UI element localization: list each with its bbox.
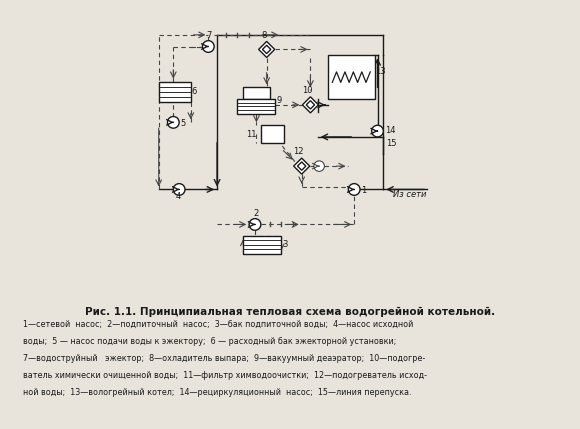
Bar [244,88,270,99]
Bar [159,82,191,102]
Text: ной воды;  13—вологрейный котел;  14—рециркуляционный  насос;  15—линия перепуск: ной воды; 13—вологрейный котел; 14—рецир… [23,388,412,397]
Text: 8: 8 [261,31,266,40]
Text: 7—водоструйный   эжектор;  8—охладитель выпара;  9—вакуумный деаэратор;  10—подо: 7—водоструйный эжектор; 8—охладитель вып… [23,354,426,363]
Text: 1: 1 [361,186,367,195]
Text: 7: 7 [206,31,212,40]
Text: Рис. 1.1. Принципиальная тепловая схема водогрейной котельной.: Рис. 1.1. Принципиальная тепловая схема … [85,307,495,317]
Polygon shape [302,97,318,113]
Text: воды;  5 — насос подачи воды к эжектору;  6 — расходный бак эжекторной установки: воды; 5 — насос подачи воды к эжектору; … [23,337,397,346]
Text: 1—сетевой  насос;  2—подпиточный  насос;  3—бак подпиточной воды;  4—насос исход: 1—сетевой насос; 2—подпиточный насос; 3—… [23,320,414,329]
Circle shape [173,184,185,195]
Text: 14: 14 [385,126,396,135]
Polygon shape [259,42,275,57]
Circle shape [249,219,261,230]
Text: 12: 12 [293,148,304,157]
Circle shape [168,117,179,128]
Text: 2: 2 [254,209,259,218]
Text: 15: 15 [386,139,397,148]
Polygon shape [293,158,310,174]
Text: 6: 6 [192,87,197,96]
Text: 11: 11 [246,130,256,139]
Text: 10: 10 [302,86,313,95]
Text: Из сети: Из сети [393,190,426,199]
Bar [244,236,281,254]
Bar [237,99,276,114]
Circle shape [372,125,383,137]
Text: 13: 13 [375,67,386,76]
Text: ватель химически очищенной воды;  11—фильтр химводоочистки;  12—подогреватель ис: ватель химически очищенной воды; 11—филь… [23,371,427,380]
Bar [261,125,284,143]
Text: 3: 3 [282,240,288,249]
Text: 5: 5 [180,119,186,128]
Circle shape [202,41,214,52]
Text: 9: 9 [276,96,281,105]
Bar [328,55,375,99]
Circle shape [314,161,324,171]
Text: 4: 4 [176,192,181,201]
Circle shape [349,184,360,195]
